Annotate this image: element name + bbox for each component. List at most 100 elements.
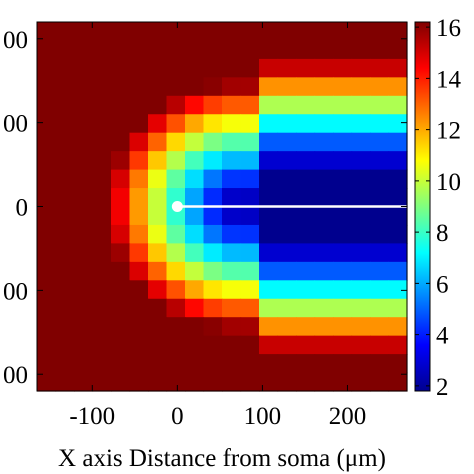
heatmap-cell [55, 298, 75, 318]
heatmap-cell [148, 298, 168, 318]
heatmap-cell [111, 317, 131, 337]
heatmap-cell [314, 224, 334, 244]
heatmap-cell [166, 22, 186, 42]
heatmap-cell [333, 224, 353, 244]
heatmap-cell [388, 224, 408, 244]
heatmap-cell [92, 169, 112, 189]
heatmap-cell [296, 188, 316, 208]
heatmap-cell [351, 77, 371, 97]
heatmap-cell [222, 298, 242, 318]
heatmap-cell [333, 317, 353, 337]
heatmap-cell [333, 132, 353, 152]
heatmap-cell [37, 151, 57, 171]
heatmap-cell [333, 22, 353, 42]
heatmap-cell [203, 77, 223, 97]
heatmap-cell [240, 261, 260, 281]
heatmap-cell [222, 169, 242, 189]
heatmap-cell [240, 206, 260, 226]
heatmap-cell [55, 95, 75, 115]
heatmap-cell [37, 40, 57, 60]
heatmap-cell [185, 298, 205, 318]
heatmap-cell [74, 317, 94, 337]
heatmap-cell [222, 77, 242, 97]
y-tick-label: 0 [16, 195, 29, 222]
heatmap-cell [55, 317, 75, 337]
heatmap-cell [166, 114, 186, 134]
heatmap-cell [55, 22, 75, 42]
heatmap-cell [277, 317, 297, 337]
heatmap-cell [351, 22, 371, 42]
heatmap-cell [277, 40, 297, 60]
heatmap-cell [129, 95, 149, 115]
heatmap-cell [185, 354, 205, 374]
heatmap-cell [370, 151, 390, 171]
heatmap-cell [388, 206, 408, 226]
heatmap-cell [203, 40, 223, 60]
heatmap-cell [296, 243, 316, 263]
heatmap-cell [74, 58, 94, 78]
heatmap-cell [259, 132, 279, 152]
heatmap-cell [370, 40, 390, 60]
heatmap-cell [55, 280, 75, 300]
heatmap-cell [185, 58, 205, 78]
heatmap-cell [129, 354, 149, 374]
heatmap-cell [92, 132, 112, 152]
heatmap-cell [388, 40, 408, 60]
heatmap-cell [92, 114, 112, 134]
heatmap-cell [129, 261, 149, 281]
heatmap-cell [351, 40, 371, 60]
heatmap-cell [166, 58, 186, 78]
heatmap-cell [333, 77, 353, 97]
colorbar-tick-label: 16 [436, 15, 461, 42]
heatmap-cell [370, 169, 390, 189]
heatmap-cell [277, 132, 297, 152]
heatmap-cell [148, 317, 168, 337]
heatmap-cell [259, 317, 279, 337]
heatmap-cell [111, 151, 131, 171]
heatmap-cell [55, 77, 75, 97]
colorbar-tick-label: 8 [436, 220, 449, 247]
heatmap-cell [240, 280, 260, 300]
y-tick-label: 00 [3, 111, 28, 138]
heatmap-cell [37, 261, 57, 281]
heatmap-cell [92, 335, 112, 355]
heatmap-cell [129, 77, 149, 97]
heatmap-cell [351, 188, 371, 208]
y-tick-label: 00 [3, 362, 28, 389]
heatmap-cell [74, 335, 94, 355]
heatmap-cell [166, 40, 186, 60]
heatmap-cell [74, 77, 94, 97]
heatmap-cell [74, 261, 94, 281]
heatmap-cell [148, 335, 168, 355]
heatmap-cell [240, 354, 260, 374]
heatmap-cell [333, 58, 353, 78]
heatmap-cell [37, 132, 57, 152]
heatmap-cell [388, 280, 408, 300]
heatmap-cell [74, 132, 94, 152]
heatmap-cell [351, 169, 371, 189]
heatmap-cell [277, 58, 297, 78]
heatmap-cell [370, 298, 390, 318]
heatmap-cell [296, 372, 316, 392]
heatmap-cell [148, 114, 168, 134]
heatmap-cell [351, 224, 371, 244]
heatmap-cell [166, 280, 186, 300]
heatmap-cell [333, 206, 353, 226]
heatmap-cell [296, 280, 316, 300]
heatmap-cell [240, 243, 260, 263]
heatmap-cell [351, 132, 371, 152]
heatmap-cell [259, 151, 279, 171]
neuron-overlay [171, 201, 407, 212]
heatmap-cell [333, 188, 353, 208]
heatmap-cell [240, 151, 260, 171]
heatmap-cell [148, 354, 168, 374]
heatmap-cell [74, 243, 94, 263]
heatmap-cell [203, 317, 223, 337]
heatmap-cell [259, 77, 279, 97]
heatmap-cell [129, 169, 149, 189]
heatmap-cell [37, 243, 57, 263]
heatmap-cell [259, 298, 279, 318]
heatmap-cell [203, 132, 223, 152]
heatmap-cell [111, 22, 131, 42]
heatmap-cell [259, 206, 279, 226]
